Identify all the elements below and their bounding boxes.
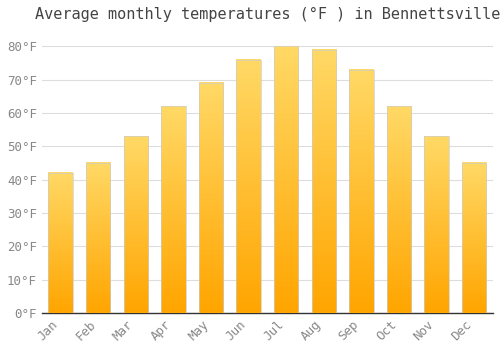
Bar — [124, 136, 148, 313]
Bar — [387, 106, 411, 313]
Bar — [161, 106, 186, 313]
Bar — [424, 136, 449, 313]
Title: Average monthly temperatures (°F ) in Bennettsville: Average monthly temperatures (°F ) in Be… — [34, 7, 500, 22]
Bar — [312, 50, 336, 313]
Bar — [199, 83, 223, 313]
Bar — [462, 163, 486, 313]
Bar — [274, 46, 298, 313]
Bar — [349, 70, 374, 313]
Bar — [48, 173, 73, 313]
Bar — [236, 60, 261, 313]
Bar — [86, 163, 110, 313]
